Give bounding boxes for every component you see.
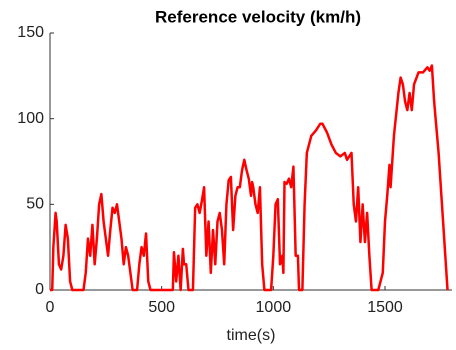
chart-title: Reference velocity (km/h) (155, 7, 361, 26)
y-tick-label: 0 (35, 281, 44, 298)
x-axis-label: time(s) (227, 327, 276, 344)
y-tick-label: 150 (17, 24, 44, 41)
x-tick-label: 500 (148, 299, 175, 316)
y-tick-label: 50 (26, 196, 44, 213)
data-line (50, 64, 449, 292)
y-tick-label: 100 (17, 110, 44, 127)
x-tick-label: 0 (46, 299, 55, 316)
x-tick-label: 1000 (256, 299, 292, 316)
x-tick-label: 1500 (367, 299, 403, 316)
